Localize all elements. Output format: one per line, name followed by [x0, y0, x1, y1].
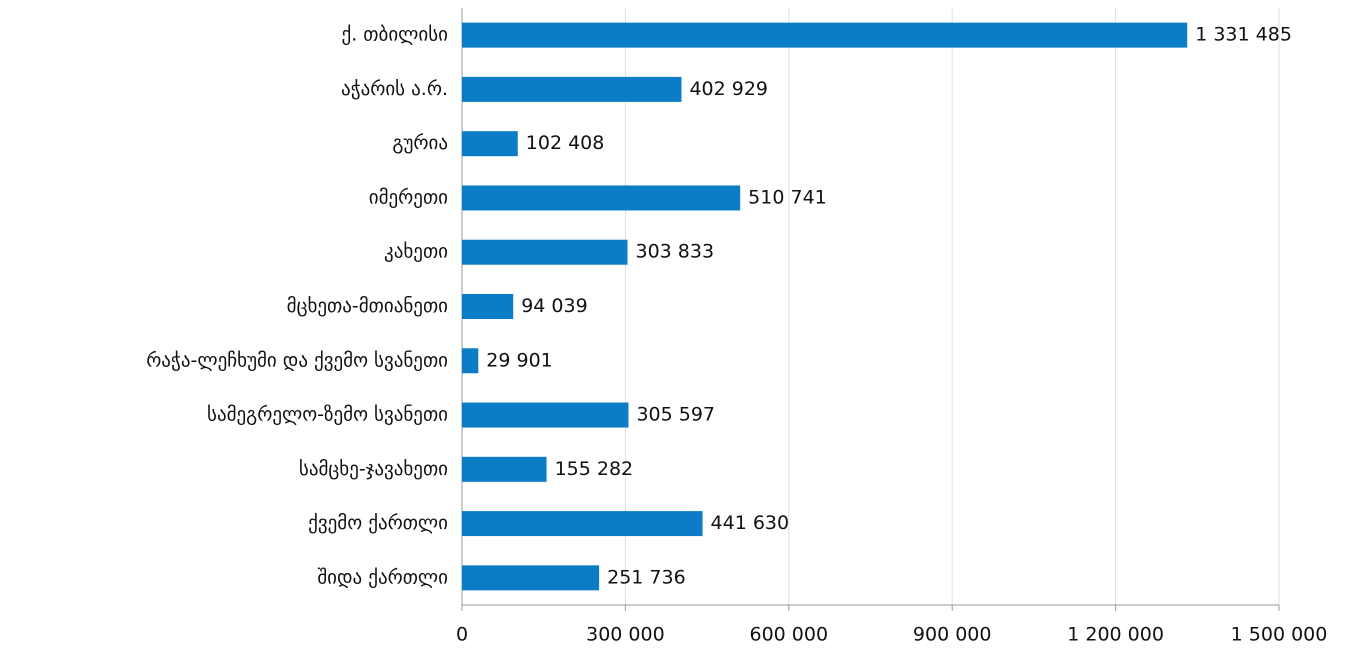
- x-tick-label: 0: [456, 624, 468, 646]
- x-tick-label: 600 000: [750, 624, 829, 646]
- bar: [462, 22, 1188, 48]
- value-label: 441 630: [711, 512, 790, 534]
- value-label: 94 039: [521, 295, 587, 317]
- bar: [462, 239, 628, 265]
- bar: [462, 294, 514, 319]
- bar: [462, 511, 703, 537]
- value-label: 102 408: [526, 132, 605, 154]
- bar: [462, 131, 518, 157]
- y-tick-label: ქვემო ქართლი: [308, 512, 448, 534]
- bar: [462, 456, 547, 482]
- x-tick-label: 300 000: [586, 624, 665, 646]
- x-tick-label: 900 000: [913, 624, 992, 646]
- bar: [462, 76, 682, 102]
- y-tick-label: იმერეთი: [369, 186, 448, 208]
- y-tick-label: კახეთი: [384, 241, 448, 263]
- value-label: 1 331 485: [1195, 24, 1292, 46]
- value-label: 303 833: [635, 241, 714, 263]
- y-tick-label: ქ. თბილისი: [341, 24, 448, 46]
- y-tick-label: მცხეთა-მთიანეთი: [287, 295, 448, 317]
- y-tick-label: სამცხე-ჯავახეთი: [299, 458, 448, 480]
- bar: [462, 402, 629, 428]
- value-label: 510 741: [748, 186, 827, 208]
- value-label: 155 282: [555, 458, 634, 480]
- bar: [462, 565, 600, 591]
- x-tick-label: 1 500 000: [1231, 624, 1328, 646]
- y-tick-label: შიდა ქართლი: [317, 566, 448, 588]
- value-label: 251 736: [607, 566, 686, 588]
- value-label: 402 929: [689, 78, 768, 100]
- value-label: 29 901: [486, 349, 552, 371]
- y-tick-label: სამეგრელო-ზემო სვანეთი: [207, 404, 448, 426]
- y-tick-label: გურია: [392, 132, 448, 154]
- x-tick-label: 1 200 000: [1067, 624, 1164, 646]
- bar: [462, 185, 741, 211]
- bar: [462, 348, 479, 374]
- y-tick-label: აჭარის ა.რ.: [341, 78, 448, 100]
- y-tick-label: რაჭა-ლეჩხუმი და ქვემო სვანეთი: [146, 349, 448, 371]
- value-label: 305 597: [636, 404, 715, 426]
